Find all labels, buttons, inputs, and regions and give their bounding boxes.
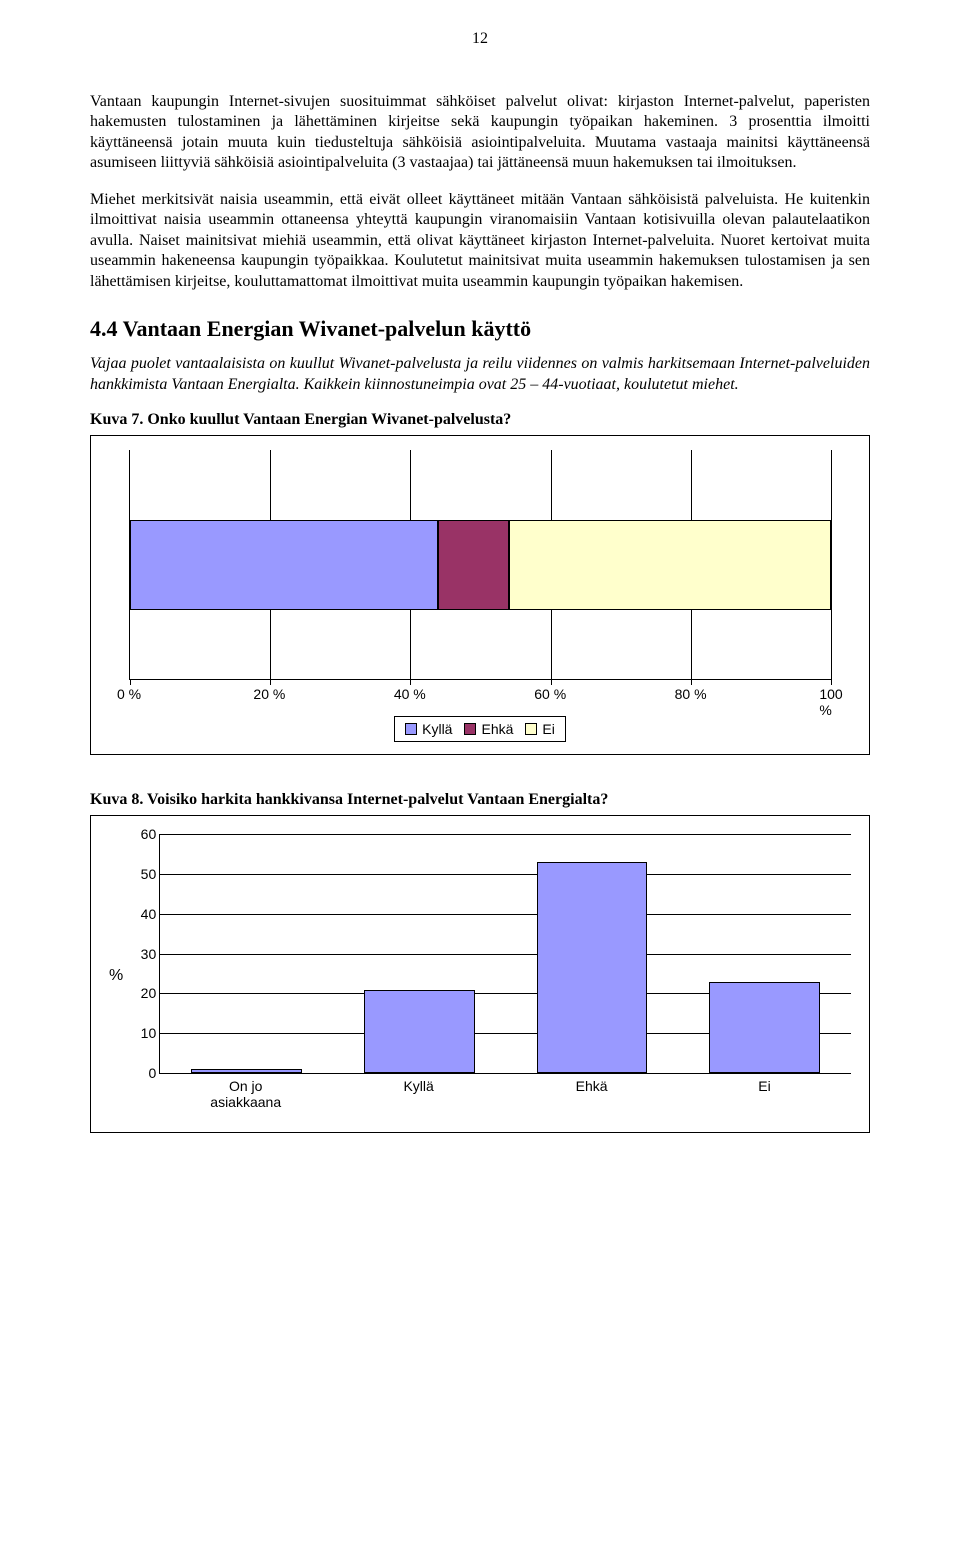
figure-7-plot-area <box>129 450 831 680</box>
page-number: 12 <box>90 30 870 48</box>
figure-8-gridline <box>160 834 851 835</box>
figure-7-tickmark <box>410 679 411 685</box>
figure-8-x-tick-label: Ehkä <box>576 1078 608 1094</box>
figure-7-chart: 0 % 20 % 40 % 60 % 80 % 100 % Kyllä Ehkä Ei <box>90 435 870 755</box>
figure-8-gridline <box>160 914 851 915</box>
figure-8-plot-area: 0102030405060 <box>159 834 851 1074</box>
figure-7-legend-swatch <box>405 723 417 735</box>
figure-8-gridline <box>160 874 851 875</box>
figure-8-bar <box>364 990 475 1074</box>
figure-7-x-tick-label: 40 % <box>394 686 426 702</box>
figure-8-bar <box>709 982 820 1074</box>
figure-8-gridline <box>160 954 851 955</box>
figure-7-legend-label: Kyllä <box>422 721 452 737</box>
figure-7-bar-segment <box>438 520 508 610</box>
paragraph-1: Vantaan kaupungin Internet-sivujen suosi… <box>90 92 870 174</box>
figure-7-x-tick-label: 100 % <box>819 686 842 718</box>
figure-7-title: Kuva 7. Onko kuullut Vantaan Energian Wi… <box>90 411 870 429</box>
figure-8-chart: % 0102030405060 On joasiakkaanaKylläEhkä… <box>90 815 870 1133</box>
figure-7-legend-item: Ei <box>525 721 554 737</box>
figure-7-x-tick-label: 80 % <box>675 686 707 702</box>
figure-8-y-axis-label: % <box>109 967 123 985</box>
figure-7-x-axis-labels: 0 %20 %40 %60 %80 %100 % <box>129 686 831 706</box>
document-page: 12 Vantaan kaupungin Internet-sivujen su… <box>0 0 960 1173</box>
figure-7-legend-swatch <box>464 723 476 735</box>
figure-7-gridline <box>831 450 832 679</box>
figure-8-y-tick-label: 50 <box>128 866 156 882</box>
figure-7-tickmark <box>691 679 692 685</box>
figure-8-bar <box>537 862 648 1073</box>
figure-7-legend-swatch <box>525 723 537 735</box>
section-heading-4-4: 4.4 Vantaan Energian Wivanet-palvelun kä… <box>90 316 870 342</box>
figure-8-y-tick-label: 10 <box>128 1025 156 1041</box>
figure-7-tickmark <box>831 679 832 685</box>
figure-7-tickmark <box>130 679 131 685</box>
figure-7-legend: Kyllä Ehkä Ei <box>394 716 566 742</box>
figure-7-x-tick-label: 20 % <box>253 686 285 702</box>
figure-8-bar <box>191 1069 302 1073</box>
figure-8-y-tick-label: 40 <box>128 906 156 922</box>
paragraph-2: Miehet merkitsivät naisia useammin, että… <box>90 190 870 292</box>
figure-7-legend-item: Ehkä <box>464 721 513 737</box>
figure-8-y-tick-label: 0 <box>128 1065 156 1081</box>
figure-7-tickmark <box>551 679 552 685</box>
figure-7-x-tick-label: 0 % <box>117 686 141 702</box>
figure-8-x-tick-label: On joasiakkaana <box>210 1078 281 1110</box>
figure-7-legend-item: Kyllä <box>405 721 452 737</box>
figure-7-legend-label: Ei <box>542 721 554 737</box>
figure-8-y-tick-label: 60 <box>128 826 156 842</box>
section-lead: Vajaa puolet vantaalaisista on kuullut W… <box>90 354 870 395</box>
figure-8-y-tick-label: 20 <box>128 985 156 1001</box>
figure-8-y-tick-label: 30 <box>128 946 156 962</box>
figure-8-title: Kuva 8. Voisiko harkita hankkivansa Inte… <box>90 791 870 809</box>
figure-8-x-tick-label: Ei <box>758 1078 770 1094</box>
figure-7-tickmark <box>270 679 271 685</box>
figure-8-x-tick-label: Kyllä <box>403 1078 433 1094</box>
figure-7-bar-segment <box>509 520 831 610</box>
figure-8-y-tick-labels: 0102030405060 <box>128 834 156 1073</box>
figure-7-bar-segment <box>130 520 438 610</box>
figure-8-x-axis-labels: On joasiakkaana Kyllä Ehkä Ei <box>159 1078 851 1118</box>
figure-7-legend-label: Ehkä <box>481 721 513 737</box>
figure-7-x-tick-label: 60 % <box>534 686 566 702</box>
